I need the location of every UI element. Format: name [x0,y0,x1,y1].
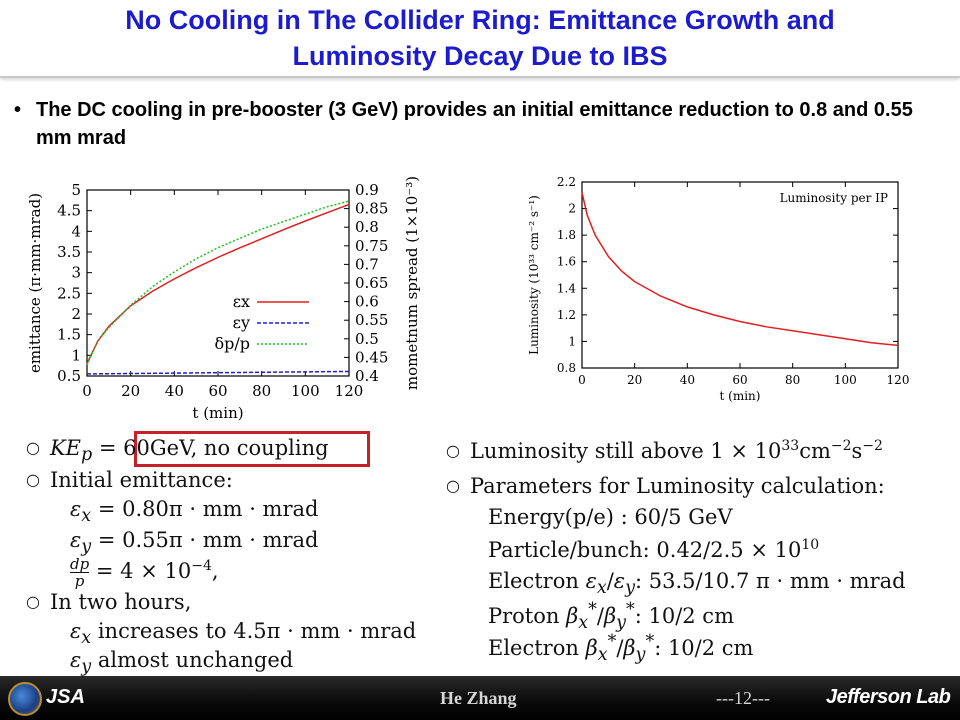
y-tick-label: 1.2 [557,308,576,322]
y2-tick-label: 0.85 [355,200,388,218]
luminosity-series-line [581,192,899,347]
ke-line: ○ KEp = 60GeV, no coupling [26,436,329,466]
series-line-2 [86,200,350,366]
emittance-y-label: emittance (π·mm·mrad) [26,193,44,373]
two-hours-line: ○ In two hours, [26,590,192,614]
slide-title-line1: No Cooling in The Collider Ring: Emittan… [125,5,835,35]
title-band: No Cooling in The Collider Ring: Emittan… [0,0,960,78]
ex-growth-line: εx increases to 4.5π · mm · mrad [70,619,417,649]
luminosity-above-line: ○ Luminosity still above 1 × 1033cm−2s−2 [446,438,883,463]
intro-bullet-text: The DC cooling in pre-booster (3 GeV) pr… [36,99,913,149]
y-tick-label: 1.8 [557,228,576,242]
x-tick-label: 80 [252,382,271,400]
luminosity-chart: 0 20 40 60 80 100 120 0.8 1 1.2 1.4 1.6 1.8 2 2.2 Lum… [527,175,910,403]
y-tick-label: 1.6 [557,255,576,269]
x-tick-label: 120 [335,382,364,400]
y-tick-label: 4.5 [57,202,81,220]
series-line-1 [86,370,350,375]
dp-line: dp p = 4 × 10−4, [70,555,219,590]
y-tick-label: 5 [71,181,81,199]
y-tick-label: 1.5 [57,326,81,344]
electron-beta-line: Electron βx*/βy*: 10/2 cm [488,632,754,666]
slide-title: No Cooling in The Collider Ring: Emittan… [20,2,940,74]
ex-initial-line: εx = 0.80π · mm · mrad [70,497,319,527]
params-line: ○ Parameters for Luminosity calculation: [446,474,885,498]
y2-tick-label: 0.65 [355,274,388,292]
footer-bar [0,676,960,720]
x-tick-label: 100 [834,373,857,387]
x-tick-label: 80 [785,373,800,387]
y2-tick-label: 0.75 [355,237,388,255]
y-tick-label: 2 [568,202,576,216]
jefferson-lab-logo: Jefferson Lab [826,686,951,708]
footer-author: He Zhang [440,688,517,708]
luminosity-y-label: Luminosity (10³³ cm⁻² s⁻¹) [527,195,541,355]
jsa-logo: JSA [46,686,85,708]
particle-line: Particle/bunch: 0.42/2.5 × 1010 [488,537,820,562]
x-tick-label: 20 [627,373,642,387]
legend-label-0: εx [233,292,250,311]
proton-beta-line: Proton βx*/βy*: 10/2 cm [488,600,734,634]
y2-tick-label: 0.7 [355,255,379,273]
y2-tick-label: 0.5 [355,330,379,348]
x-tick-label: 40 [680,373,695,387]
y-tick-label: 2.2 [557,175,576,189]
luminosity-x-label: t (min) [720,389,761,403]
x-tick-label: 120 [887,373,910,387]
ey-initial-line: εy = 0.55π · mm · mrad [70,528,319,558]
x-tick-label: 0 [578,373,586,387]
y-tick-label: 1 [568,334,576,348]
electron-emittance-line: Electron εx/εy: 53.5/10.7 π · mm · mrad [488,569,906,599]
ke-value: 60GeV, no coupling [123,436,329,460]
y-tick-label: 3 [71,264,81,282]
y-tick-label: 0.8 [557,361,576,375]
x-tick-label: 60 [208,382,227,400]
y2-tick-label: 0.55 [355,311,388,329]
y-tick-label: 4 [71,222,81,240]
x-tick-label: 40 [165,382,184,400]
slide-title-line2: Luminosity Decay Due to IBS [292,41,668,71]
y-tick-label: 1 [71,346,81,364]
legend-label-1: εy [233,313,250,332]
footer-page-number: ---12--- [716,688,770,708]
x-tick-label: 0 [82,382,92,400]
luminosity-plot-frame [581,181,899,369]
y2-tick-label: 0.6 [355,293,379,311]
x-tick-label: 20 [121,382,140,400]
ey-growth-line: εy almost unchanged [70,648,294,678]
emittance-chart: 0 20 40 60 80 100 120 0.5 1 1.5 2 2.5 3 3.5 4 4.5 5 0.4… [26,176,421,422]
x-tick-label: 100 [291,382,320,400]
emittance-legend: εx εy δp/p [214,292,309,353]
luminosity-annotation: Luminosity per IP [780,191,888,205]
y2-tick-label: 0.4 [355,367,379,385]
highlight-box [134,431,370,467]
y-tick-label: 2.5 [57,284,81,302]
doe-seal-icon [8,682,42,716]
legend-label-2: δp/p [214,334,250,353]
y-tick-label: 2 [71,305,81,323]
energy-line: Energy(p/e) : 60/5 GeV [488,505,733,529]
x-tick-label: 60 [732,373,747,387]
bullet-dot: • [14,99,22,121]
y-tick-label: 3.5 [57,243,81,261]
momentum-y2-label: mometnum spread (1×10⁻³) [403,176,421,390]
y-tick-label: 0.5 [57,367,81,385]
y2-tick-label: 0.9 [355,181,379,199]
y2-tick-label: 0.8 [355,218,379,236]
emittance-x-label: t (min) [192,404,243,422]
y-tick-label: 1.4 [557,281,576,295]
initial-emittance-line: ○ Initial emittance: [26,468,233,492]
y2-tick-label: 0.45 [355,348,388,366]
